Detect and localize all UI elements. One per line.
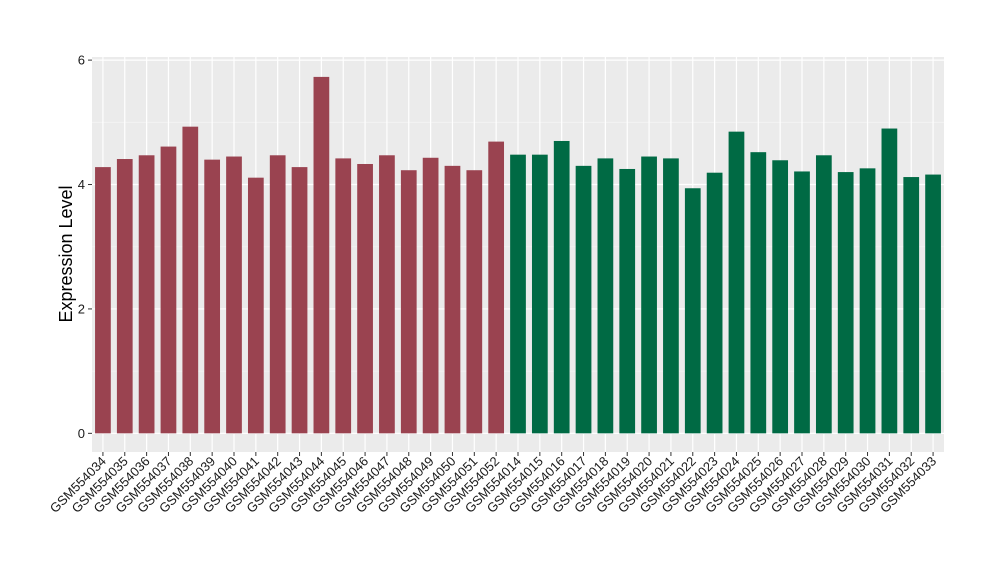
bar-GSM554038	[182, 126, 199, 434]
x-axis: GSM554034GSM554035GSM554036GSM554037GSM5…	[47, 452, 939, 516]
y-tick-label: 2	[78, 301, 85, 316]
bar-GSM554048	[400, 170, 417, 434]
bar-GSM554028	[815, 155, 832, 434]
bar-GSM554044	[313, 76, 330, 434]
bar-GSM554043	[291, 167, 308, 434]
bar-GSM554033	[925, 174, 941, 434]
bar-GSM554041	[247, 177, 264, 434]
bar-GSM554023	[706, 172, 723, 434]
bar-GSM554036	[138, 155, 155, 434]
bar-GSM554040	[226, 156, 242, 434]
bar-GSM554024	[728, 131, 745, 434]
bar-GSM554050	[444, 165, 461, 434]
y-tick-label: 4	[78, 177, 85, 192]
bar-GSM554020	[641, 156, 657, 434]
bar-GSM554032	[903, 177, 920, 434]
bar-GSM554031	[881, 128, 898, 434]
bar-GSM554034	[95, 167, 111, 434]
bar-GSM554030	[859, 168, 876, 434]
bar-GSM554049	[422, 157, 439, 434]
bar-GSM554037	[160, 146, 177, 434]
bar-GSM554019	[619, 168, 636, 434]
y-axis-title: Expression Level	[56, 185, 76, 322]
bar-GSM554027	[794, 171, 810, 434]
bar-GSM554042	[269, 155, 286, 434]
bar-GSM554046	[357, 163, 373, 434]
bar-GSM554021	[663, 158, 679, 434]
bars	[95, 76, 941, 434]
y-tick-label: 6	[78, 53, 85, 68]
y-axis: 0 2 4 6	[78, 53, 92, 441]
bar-GSM554026	[772, 160, 789, 434]
bar-GSM554051	[466, 170, 483, 434]
bar-GSM554015	[531, 154, 548, 434]
bar-GSM554017	[575, 165, 592, 434]
bar-GSM554035	[116, 159, 133, 434]
bar-GSM554025	[750, 152, 767, 434]
bar-GSM554052	[488, 141, 505, 434]
bar-GSM554022	[684, 188, 701, 434]
y-tick-label: 0	[78, 426, 85, 441]
bar-GSM554016	[553, 140, 570, 434]
bar-GSM554018	[597, 158, 614, 434]
bar-GSM554045	[335, 158, 352, 434]
bar-GSM554047	[379, 155, 395, 434]
bar-GSM554029	[837, 172, 854, 434]
bar-GSM554039	[204, 159, 221, 434]
bar-GSM554014	[510, 154, 526, 434]
